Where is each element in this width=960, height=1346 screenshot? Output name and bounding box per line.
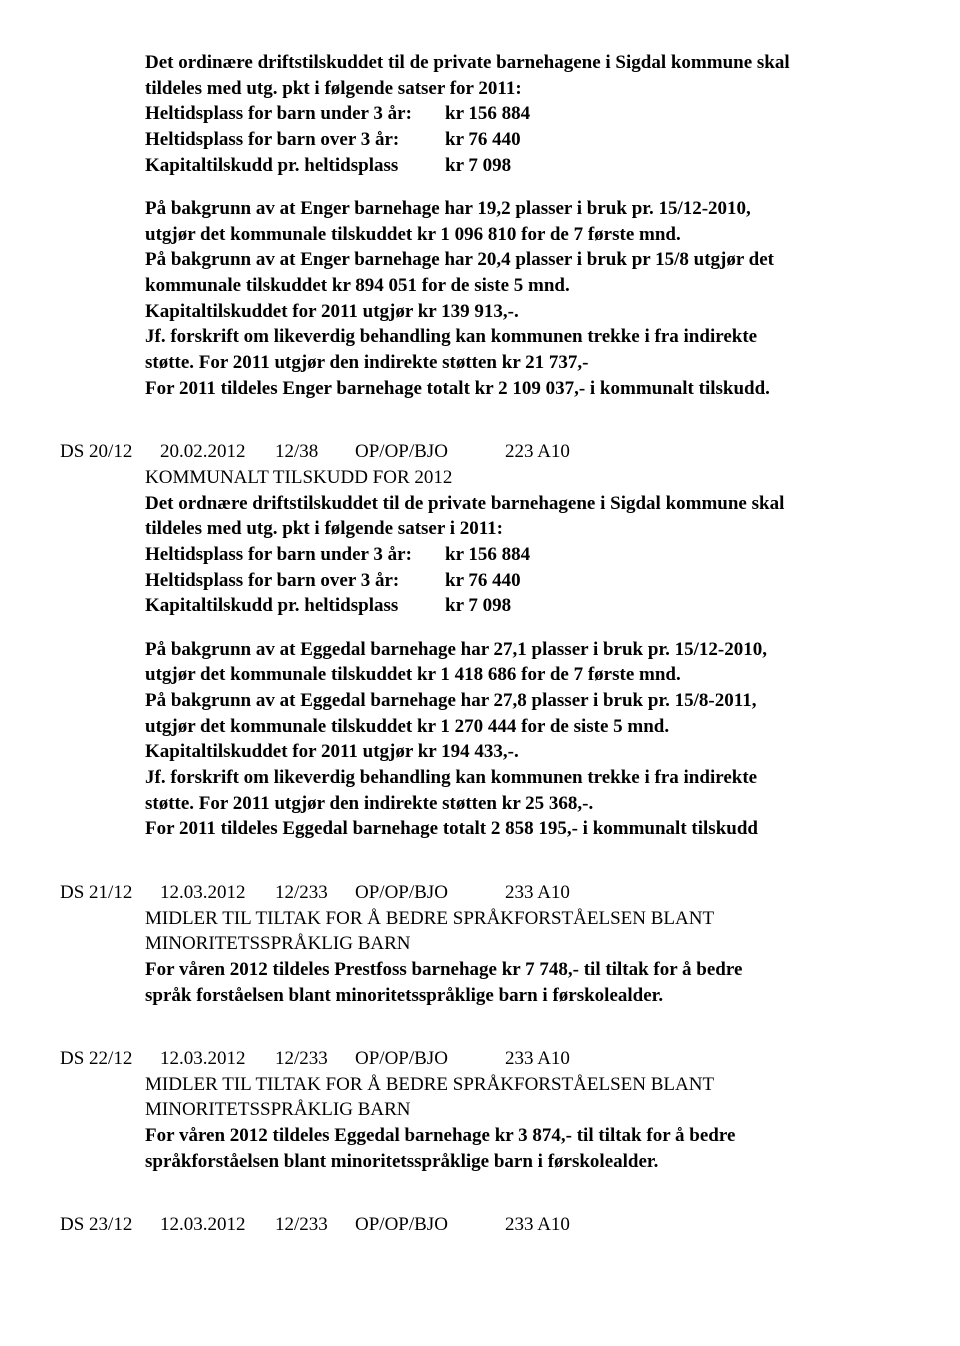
entry-title-line: MINORITETSSPRÅKLIG BARN — [145, 931, 900, 957]
entry-header-line: DS 21/12 12.03.2012 12/233 OP/OP/BJO 233… — [60, 880, 900, 906]
entry-num: 12/233 — [275, 1212, 355, 1238]
rate-line: Heltidsplass for barn over 3 år: kr 76 4… — [145, 127, 900, 153]
rate-value: kr 156 884 — [445, 542, 530, 568]
entry-id: DS 22/12 — [60, 1046, 160, 1072]
rate-line: Kapitaltilskudd pr. heltidsplass kr 7 09… — [145, 593, 900, 619]
entry-title-line: MINORITETSSPRÅKLIG BARN — [145, 1097, 900, 1123]
text-line: For 2011 tildeles Eggedal barnehage tota… — [145, 816, 900, 842]
entry-body: MIDLER TIL TILTAK FOR Å BEDRE SPRÅKFORST… — [145, 1072, 900, 1175]
text-line: På bakgrunn av at Enger barnehage har 20… — [145, 247, 900, 273]
text-line: Jf. forskrift om likeverdig behandling k… — [145, 765, 900, 791]
entry-date: 12.03.2012 — [160, 880, 275, 906]
text-line: Kapitaltilskuddet for 2011 utgjør kr 194… — [145, 739, 900, 765]
rate-value: kr 7 098 — [445, 153, 511, 179]
entry-num: 12/38 — [275, 439, 355, 465]
text-line: språk forståelsen blant minoritetsspråkl… — [145, 983, 900, 1009]
entry-title-line: MIDLER TIL TILTAK FOR Å BEDRE SPRÅKFORST… — [145, 906, 900, 932]
text-line: Det ordinære driftstilskuddet til de pri… — [145, 50, 900, 76]
rate-label: Kapitaltilskudd pr. heltidsplass — [145, 153, 445, 179]
text-line: tildeles med utg. pkt i følgende satser … — [145, 76, 900, 102]
rate-label: Kapitaltilskudd pr. heltidsplass — [145, 593, 445, 619]
entry-title: KOMMUNALT TILSKUDD FOR 2012 — [145, 465, 900, 491]
rate-line: Kapitaltilskudd pr. heltidsplass kr 7 09… — [145, 153, 900, 179]
text-line: På bakgrunn av at Eggedal barnehage har … — [145, 637, 900, 663]
entry-num: 12/233 — [275, 880, 355, 906]
entry-23: DS 23/12 12.03.2012 12/233 OP/OP/BJO 233… — [60, 1212, 900, 1238]
entry-num: 12/233 — [275, 1046, 355, 1072]
rate-label: Heltidsplass for barn under 3 år: — [145, 101, 445, 127]
entry-code: OP/OP/BJO — [355, 1046, 505, 1072]
rate-value: kr 76 440 — [445, 568, 521, 594]
text-line: språkforståelsen blant minoritetsspråkli… — [145, 1149, 900, 1175]
rate-line: Heltidsplass for barn over 3 år: kr 76 4… — [145, 568, 900, 594]
entry-code: OP/OP/BJO — [355, 439, 505, 465]
rate-value: kr 156 884 — [445, 101, 530, 127]
entry-ref: 223 A10 — [505, 439, 900, 465]
rate-label: Heltidsplass for barn over 3 år: — [145, 127, 445, 153]
entry-id: DS 20/12 — [60, 439, 160, 465]
text-line: utgjør det kommunale tilskuddet kr 1 418… — [145, 662, 900, 688]
text-line: På bakgrunn av at Eggedal barnehage har … — [145, 688, 900, 714]
text-line: støtte. For 2011 utgjør den indirekte st… — [145, 350, 900, 376]
text-line: Det ordnære driftstilskuddet til de priv… — [145, 491, 900, 517]
entry-22: DS 22/12 12.03.2012 12/233 OP/OP/BJO 233… — [60, 1046, 900, 1174]
rate-value: kr 76 440 — [445, 127, 521, 153]
text-line: For våren 2012 tildeles Prestfoss barneh… — [145, 957, 900, 983]
text-line: For våren 2012 tildeles Eggedal barnehag… — [145, 1123, 900, 1149]
text-line: utgjør det kommunale tilskuddet kr 1 096… — [145, 222, 900, 248]
entry-date: 12.03.2012 — [160, 1212, 275, 1238]
text-line: Jf. forskrift om likeverdig behandling k… — [145, 324, 900, 350]
section-1: Det ordinære driftstilskuddet til de pri… — [145, 50, 900, 401]
text-line: kommunale tilskuddet kr 894 051 for de s… — [145, 273, 900, 299]
entry-code: OP/OP/BJO — [355, 880, 505, 906]
rate-line: Heltidsplass for barn under 3 år: kr 156… — [145, 101, 900, 127]
entry-20: DS 20/12 20.02.2012 12/38 OP/OP/BJO 223 … — [60, 439, 900, 842]
entry-header-line: DS 20/12 20.02.2012 12/38 OP/OP/BJO 223 … — [60, 439, 900, 465]
entry-title-line: MIDLER TIL TILTAK FOR Å BEDRE SPRÅKFORST… — [145, 1072, 900, 1098]
rate-label: Heltidsplass for barn over 3 år: — [145, 568, 445, 594]
entry-code: OP/OP/BJO — [355, 1212, 505, 1238]
text-line: På bakgrunn av at Enger barnehage har 19… — [145, 196, 900, 222]
entry-header-line: DS 23/12 12.03.2012 12/233 OP/OP/BJO 233… — [60, 1212, 900, 1238]
rate-line: Heltidsplass for barn under 3 år: kr 156… — [145, 542, 900, 568]
entry-ref: 233 A10 — [505, 1046, 900, 1072]
entry-body: MIDLER TIL TILTAK FOR Å BEDRE SPRÅKFORST… — [145, 906, 900, 1009]
rate-label: Heltidsplass for barn under 3 år: — [145, 542, 445, 568]
entry-21: DS 21/12 12.03.2012 12/233 OP/OP/BJO 233… — [60, 880, 900, 1008]
rate-value: kr 7 098 — [445, 593, 511, 619]
entry-id: DS 23/12 — [60, 1212, 160, 1238]
entry-date: 20.02.2012 — [160, 439, 275, 465]
text-line: støtte. For 2011 utgjør den indirekte st… — [145, 791, 900, 817]
text-line: Kapitaltilskuddet for 2011 utgjør kr 139… — [145, 299, 900, 325]
entry-ref: 233 A10 — [505, 880, 900, 906]
entry-id: DS 21/12 — [60, 880, 160, 906]
entry-body: KOMMUNALT TILSKUDD FOR 2012 Det ordnære … — [145, 465, 900, 842]
text-line: tildeles med utg. pkt i følgende satser … — [145, 516, 900, 542]
entry-header-line: DS 22/12 12.03.2012 12/233 OP/OP/BJO 233… — [60, 1046, 900, 1072]
text-line: utgjør det kommunale tilskuddet kr 1 270… — [145, 714, 900, 740]
text-line: For 2011 tildeles Enger barnehage totalt… — [145, 376, 900, 402]
entry-date: 12.03.2012 — [160, 1046, 275, 1072]
entry-ref: 233 A10 — [505, 1212, 900, 1238]
